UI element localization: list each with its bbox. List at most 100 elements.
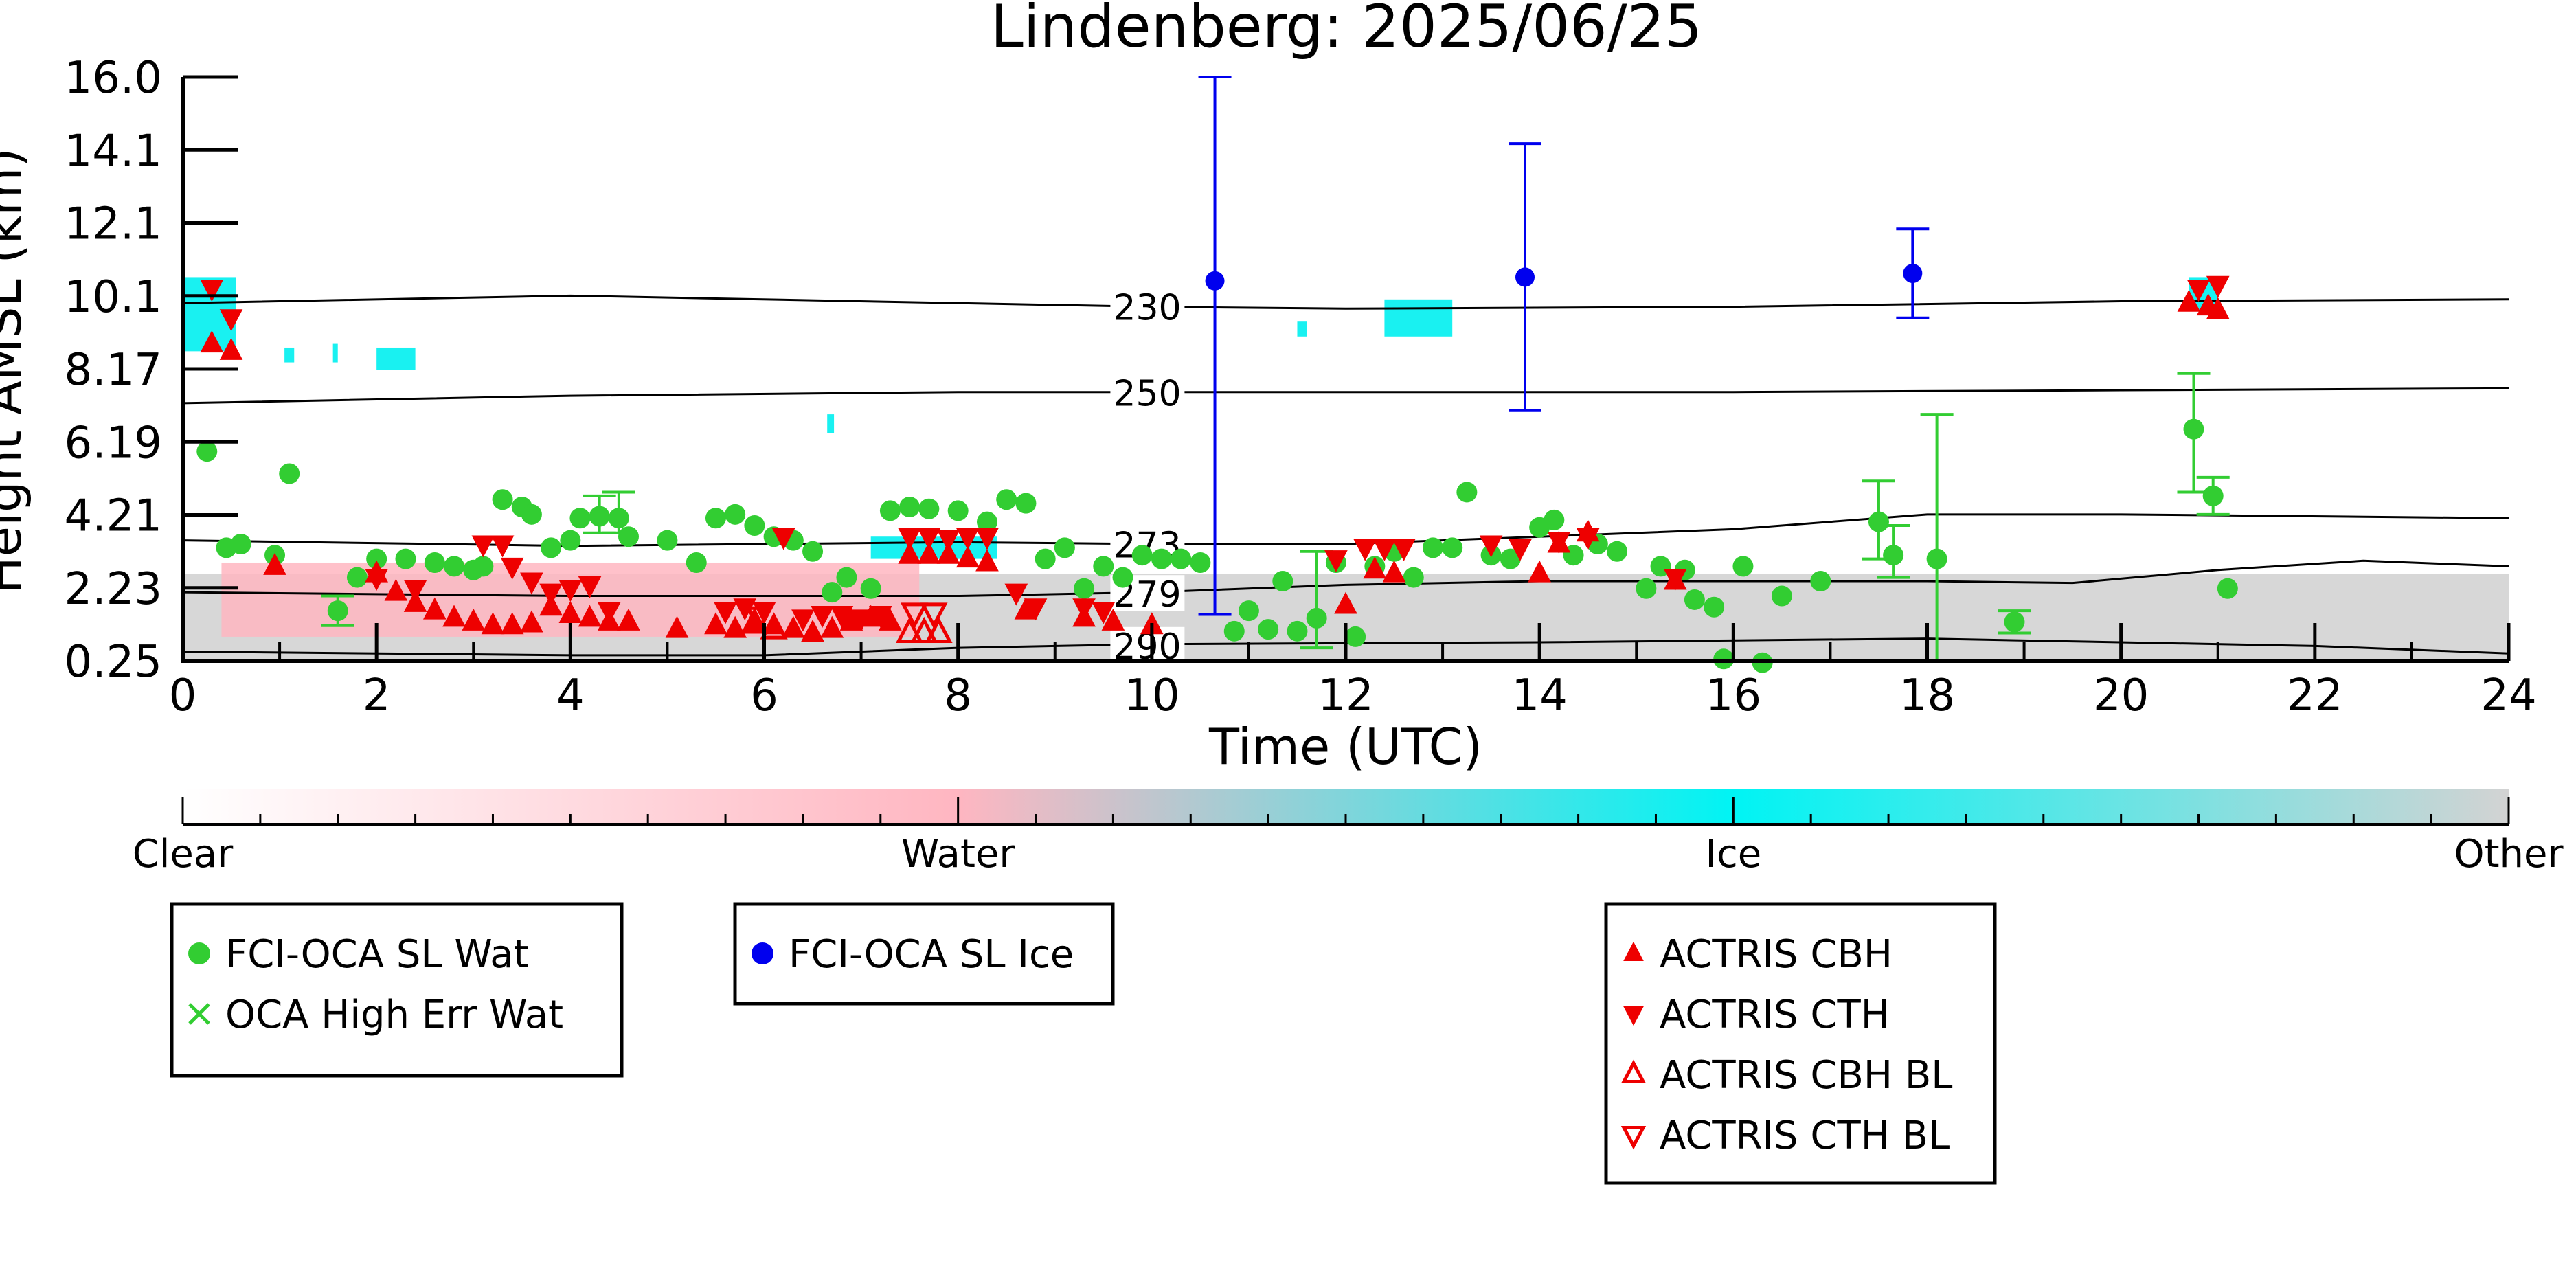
point-s3-35 (1101, 608, 1125, 631)
error-bar-layer (321, 76, 2230, 662)
point-s0-35 (918, 498, 940, 519)
point-s0-84 (2183, 418, 2204, 440)
isotherm-273 (183, 513, 2509, 547)
x-tick-label-0: 0 (169, 670, 197, 721)
point-s0-12 (473, 556, 494, 577)
point-s5-1 (760, 613, 788, 640)
y-tick-label-7: 14.1 (65, 126, 163, 177)
point-s0-15 (521, 504, 542, 525)
mask-ice-9 (1297, 321, 1307, 337)
point-s0-83 (2004, 611, 2025, 633)
point-s0-20 (608, 508, 629, 529)
isotherm-label-230: 230 (1113, 288, 1181, 329)
x-tick-label-12: 12 (1318, 670, 1373, 721)
mask-ice-10 (1384, 299, 1453, 337)
point-s4-26 (1004, 583, 1028, 606)
point-s0-79 (1810, 570, 1831, 591)
point-s3-44 (2177, 289, 2201, 312)
point-s3-38 (1363, 556, 1387, 579)
point-s4-40 (2206, 275, 2230, 298)
point-s4-38 (1663, 569, 1687, 591)
colorbar-label-3: Other (2454, 832, 2564, 877)
point-s0-9 (424, 552, 445, 573)
point-s4-23 (936, 530, 960, 552)
point-s0-59 (1403, 567, 1424, 588)
point-s4-39 (2187, 280, 2211, 302)
point-s4-9 (558, 580, 583, 602)
x-tick-label-18: 18 (1899, 670, 1955, 721)
isotherm-250 (183, 387, 2509, 405)
point-s0-62 (1456, 482, 1478, 503)
point-s0-22 (657, 530, 678, 551)
point-s0-74 (1704, 596, 1725, 618)
point-s0-69 (1607, 541, 1628, 562)
point-s0-8 (395, 548, 416, 569)
point-s0-82 (1926, 548, 1947, 569)
point-s0-25 (725, 504, 746, 525)
point-s0-43 (1093, 556, 1114, 577)
point-s3-24 (820, 615, 844, 638)
x-tick-label-14: 14 (1511, 670, 1567, 721)
point-s0-47 (1171, 548, 1192, 569)
point-s0-0 (196, 441, 218, 462)
legend-marker-2-2 (1620, 1059, 1647, 1083)
x-ticks: 0 2 4 6 8 10 12 14 16 18 20 22 24 (169, 623, 2537, 721)
mask-ice-8 (827, 414, 835, 433)
chart-title: Lindenberg: 2025/06/25 (991, 0, 1702, 61)
point-s0-42 (1074, 578, 1095, 599)
legend-label-2-0: ACTRIS CBH (1660, 932, 1893, 977)
point-s0-17 (560, 530, 581, 551)
point-s0-21 (618, 526, 639, 547)
legend-marker-0-1 (188, 1003, 210, 1025)
point-s6-2 (920, 602, 948, 629)
point-s0-6 (346, 567, 368, 588)
y-tick-label-2: 4.21 (65, 491, 163, 542)
point-s4-7 (520, 572, 543, 595)
y-tick-label-3: 6.19 (65, 418, 163, 468)
point-s0-54 (1306, 607, 1327, 629)
point-s3-46 (2206, 297, 2230, 319)
point-s3-37 (1334, 591, 1357, 614)
point-s0-44 (1112, 567, 1133, 588)
point-s0-40 (1035, 548, 1056, 569)
legend-label-2-2: ACTRIS CBH BL (1660, 1053, 1952, 1098)
x-tick-label-10: 10 (1124, 670, 1179, 721)
point-s4-21 (898, 528, 921, 550)
point-s4-4 (471, 535, 495, 558)
point-s4-18 (830, 606, 854, 629)
point-s0-70 (1636, 578, 1657, 599)
legend-marker-0-1-b (188, 1003, 210, 1025)
point-s0-50 (1238, 600, 1259, 622)
point-s0-33 (879, 500, 901, 521)
point-s3-10 (500, 612, 524, 635)
legend-marker-0-0 (188, 942, 210, 964)
x-tick-label-8: 8 (944, 670, 972, 721)
point-s0-80 (1868, 511, 1889, 532)
x-tick-label-20: 20 (2093, 670, 2149, 721)
point-s5-0 (741, 607, 769, 634)
isotherm-279 (183, 559, 2509, 598)
point-s0-45 (1131, 545, 1153, 566)
y-tick-label-6: 12.1 (65, 199, 163, 250)
x-tick-label-2: 2 (363, 670, 391, 721)
point-s0-53 (1287, 620, 1308, 642)
point-s0-32 (860, 578, 881, 599)
point-s0-24 (705, 508, 726, 529)
y-tick-label-4: 8.17 (65, 345, 163, 396)
legend-marker-1-0 (752, 942, 773, 964)
point-s3-4 (384, 578, 408, 601)
point-s0-2 (230, 534, 251, 554)
point-s4-3 (403, 580, 427, 602)
isotherm-label-bg-230 (1110, 288, 1185, 324)
point-s3-32 (975, 549, 999, 572)
point-s0-81 (1883, 545, 1904, 566)
point-s0-38 (996, 489, 1017, 510)
point-s4-33 (1392, 539, 1416, 561)
legend-label-0-0: FCI-OCA SL Wat (225, 932, 529, 977)
point-s3-30 (936, 541, 960, 564)
point-s3-2 (263, 552, 286, 575)
point-s4-31 (1353, 539, 1377, 561)
legend-marker-2-3 (1620, 1126, 1647, 1150)
y-axis-label: Height AMSL (km) (0, 148, 32, 594)
point-s4-34 (1479, 535, 1503, 558)
